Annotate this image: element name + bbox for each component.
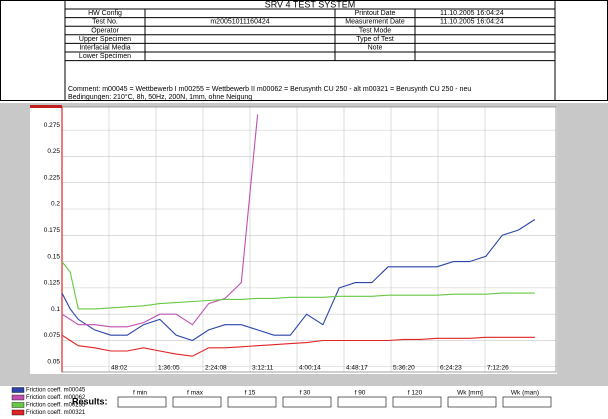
axis-marker [30,105,62,108]
x-tick-label: 4:00:14 [299,365,321,372]
legend-swatch [11,387,25,393]
row-label: Operator [91,27,119,34]
row-label: Interfacial Media [79,45,130,52]
conditions: Bedingungen: 210°C, 8h, 50Hz, 200N, 1mm,… [68,93,252,101]
result-label: f 30 [300,390,311,397]
y-tick-label: 0.2 [51,201,60,208]
y-tick-label: 0.125 [44,280,61,287]
result-box [172,396,222,408]
row-label: Type of Test [356,36,394,43]
y-tick-label: 0.175 [44,227,61,234]
result-box [282,396,332,408]
x-tick-label: 4:48:17 [346,365,368,372]
legend-swatch [11,394,25,401]
row-label: Test No. [92,19,118,26]
result-label: f 15 [245,390,256,397]
result-box [502,396,552,408]
row-label: Test Mode [359,27,391,34]
row-label: Lower Specimen [79,53,131,60]
legend-swatch [11,402,25,408]
y-tick-label: 0.275 [44,122,61,129]
legend-label: Friction coeff. m00321 [26,410,86,416]
x-tick-label: 1:36:05 [158,365,180,372]
result-box [227,396,277,408]
row-label: Upper Specimen [79,36,131,43]
row-value: 11.10.2005 16:04:24 [440,10,504,17]
result-label: f 120 [408,390,423,397]
x-tick-label: 48:02 [111,365,128,372]
series-line [61,334,535,357]
result-label: f max [187,390,204,397]
series-line [61,219,536,342]
y-tick-label: 0.25 [47,148,60,155]
y-tick-label: 0.05 [47,358,60,365]
legend-swatch [11,409,25,416]
series-line [61,261,535,310]
comment: Comment: m00045 = Wettbewerb I m00255 = … [68,86,471,93]
y-tick-label: 0.15 [47,253,60,260]
result-label: Wk [mm] [457,390,483,397]
row-value: m20051011160424 [210,19,269,26]
result-label: f 90 [355,390,366,397]
plot-background [30,107,557,374]
row-label: Note [368,45,383,52]
legend-label: Friction coeff. m00255 [26,403,86,409]
x-tick-label: 6:24:23 [440,365,462,372]
result-box [117,396,167,408]
y-tick-label: 0.225 [44,174,61,181]
row-label: HW Config [88,10,122,17]
results-title: Results: [72,396,108,406]
y-tick-label: 0.075 [44,332,61,339]
legend-label: Friction coeff. m00045 [26,388,86,394]
row-value: 11.10.2005 16:04:24 [440,19,504,26]
row-label: Measurement Date [345,19,405,26]
result-label: f min [133,390,147,397]
x-tick-label: 3:12:11 [252,365,274,372]
x-tick-label: 7:12:26 [487,365,509,372]
row-label: Printout Date [355,10,396,17]
legend-label: Friction coeff. m00062 [26,395,86,401]
y-tick-label: 0.1 [51,306,60,313]
result-label: Wk (man) [511,390,539,397]
header-title: SRV 4 TEST SYSTEM [265,0,356,9]
result-box [337,396,387,408]
x-tick-label: 5:36:20 [393,365,415,372]
result-box [392,396,442,408]
result-box [447,396,497,408]
x-tick-label: 2:24:08 [205,365,227,372]
